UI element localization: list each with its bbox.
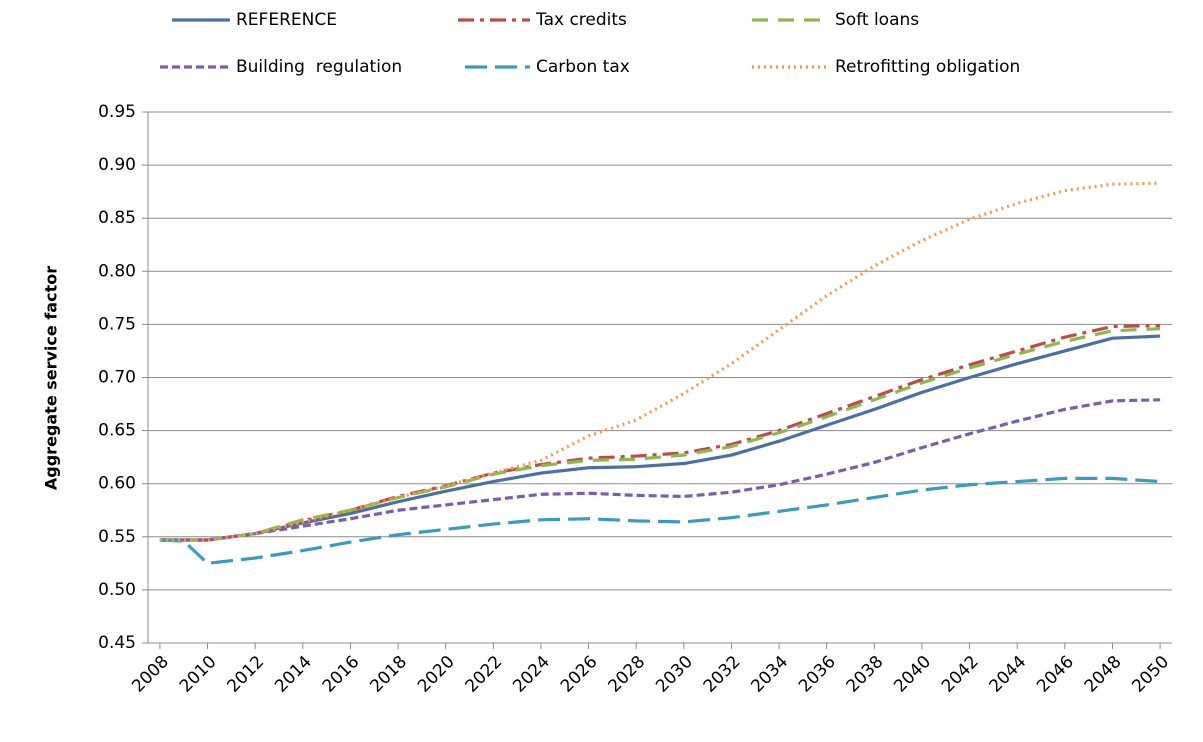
x-tick-label: 2024: [509, 652, 554, 697]
legend-label: Building regulation: [236, 57, 402, 77]
series-line: [159, 334, 1161, 542]
legend-label: Tax credits: [535, 10, 627, 30]
x-tick-label: 2048: [1081, 652, 1126, 697]
y-tick-label: 0.95: [98, 102, 136, 122]
x-tick-label: 2020: [414, 652, 459, 697]
x-tick-label: 2008: [128, 652, 173, 697]
x-tick-label: 2042: [938, 652, 983, 697]
series-line: [159, 181, 1161, 542]
x-tick-label: 2030: [652, 652, 697, 697]
y-tick-label: 0.60: [98, 474, 136, 494]
legend-label: REFERENCE: [236, 10, 337, 30]
x-tick-label: 2022: [462, 652, 507, 697]
legend-label: Soft loans: [835, 10, 919, 30]
series-line: [159, 323, 1161, 542]
x-tick-label: 2032: [700, 652, 745, 697]
x-tick-label: 2050: [1128, 652, 1173, 697]
x-tick-label: 2016: [319, 652, 364, 697]
series-line: [159, 476, 1161, 565]
legend-label: Retrofitting obligation: [835, 57, 1020, 77]
y-tick-label: 0.85: [98, 208, 136, 228]
legend-label: Carbon tax: [536, 57, 630, 77]
x-tick-label: 2018: [366, 652, 411, 697]
x-tick-label: 2026: [557, 652, 602, 697]
series-line: [159, 327, 1161, 542]
x-tick-label: 2010: [176, 652, 221, 697]
y-tick-label: 0.75: [98, 314, 136, 334]
series-line: [159, 398, 1161, 542]
y-tick-label: 0.50: [98, 580, 136, 600]
y-tick-label: 0.90: [98, 155, 136, 175]
y-tick-label: 0.55: [98, 527, 136, 547]
y-tick-label: 0.45: [98, 633, 136, 653]
y-tick-label: 0.65: [98, 421, 136, 441]
y-tick-label: 0.70: [98, 368, 136, 388]
x-tick-label: 2014: [271, 652, 316, 697]
x-tick-label: 2012: [223, 652, 268, 697]
x-tick-label: 2040: [890, 652, 935, 697]
x-tick-label: 2044: [986, 652, 1031, 697]
x-tick-label: 2046: [1033, 652, 1078, 697]
x-tick-label: 2034: [747, 652, 792, 697]
y-axis-label: Aggregate service factor: [42, 266, 61, 490]
x-tick-label: 2036: [795, 652, 840, 697]
x-tick-label: 2028: [605, 652, 650, 697]
x-tick-label: 2038: [843, 652, 888, 697]
y-tick-label: 0.80: [98, 261, 136, 281]
